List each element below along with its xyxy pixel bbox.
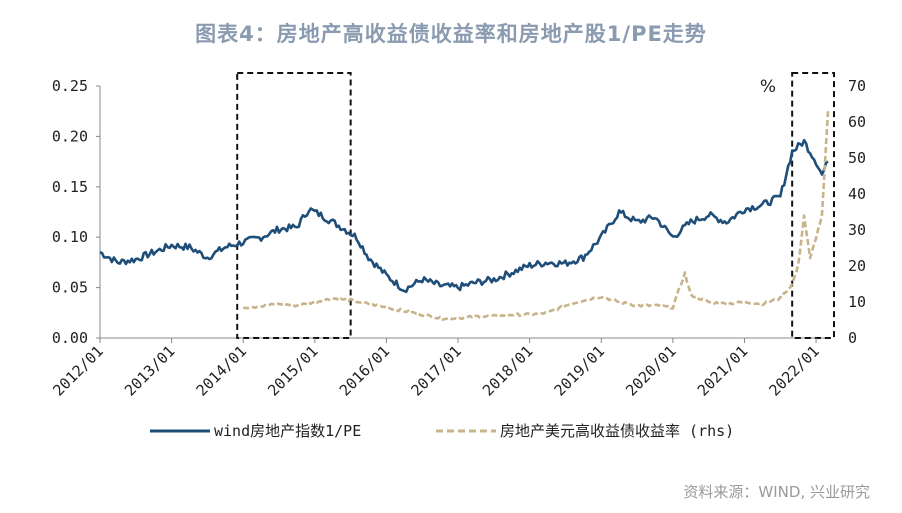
right-tick-label: 20 xyxy=(848,257,866,275)
left-tick-label: 0.00 xyxy=(52,329,88,347)
x-tick-label: 2021/01 xyxy=(694,342,751,399)
left-tick-label: 0.20 xyxy=(52,127,88,145)
right-tick-label: 30 xyxy=(848,221,866,239)
x-axis: 2012/01 2013/01 2014/01 2015/01 2016/01 2017/… xyxy=(49,338,823,400)
series-pe-line xyxy=(99,138,829,294)
left-tick-label: 0.05 xyxy=(52,279,88,297)
right-tick-label: 70 xyxy=(848,77,866,95)
highlight-box xyxy=(791,72,836,339)
plot-frame xyxy=(99,86,830,339)
x-tick-label: 2014/01 xyxy=(193,342,250,399)
right-tick-label: 40 xyxy=(848,185,866,203)
left-tick-label: 0.15 xyxy=(52,178,88,196)
x-tick-label: 2015/01 xyxy=(264,342,321,399)
right-axis-unit: % xyxy=(760,77,776,97)
x-tick-label: 2013/01 xyxy=(121,342,178,399)
right-tick-label: 10 xyxy=(848,293,866,311)
series-bond-yield-line xyxy=(242,111,830,321)
highlight-box xyxy=(236,72,352,339)
source-note: 资料来源：WIND, 兴业研究 xyxy=(683,483,870,501)
x-tick-label: 2020/01 xyxy=(622,342,679,399)
right-tick-label: 0 xyxy=(848,329,857,347)
legend-label-pe: wind房地产指数1/PE xyxy=(214,422,361,440)
series-lines xyxy=(99,111,830,321)
right-y-axis: 0 10 20 30 40 50 60 70% xyxy=(760,77,866,347)
right-tick-label: 50 xyxy=(848,149,866,167)
x-tick-label: 2019/01 xyxy=(551,342,608,399)
x-tick-label: 2012/01 xyxy=(49,342,106,399)
x-tick-label: 2022/01 xyxy=(765,342,822,399)
x-tick-label: 2017/01 xyxy=(407,342,464,399)
left-tick-label: 0.25 xyxy=(52,77,88,95)
chart-title: 图表4：房地产高收益债收益率和房地产股1/PE走势 xyxy=(195,22,707,46)
legend: wind房地产指数1/PE 房地产美元高收益债收益率 (rhs) xyxy=(150,422,734,440)
right-tick-label: 60 xyxy=(848,113,866,131)
x-tick-label: 2016/01 xyxy=(336,342,393,399)
legend-label-bond: 房地产美元高收益债收益率 (rhs) xyxy=(500,422,734,440)
left-y-axis: 0.00 0.05 0.10 0.15 0.20 0.25 xyxy=(52,77,100,347)
highlight-boxes xyxy=(236,72,836,339)
x-tick-label: 2018/01 xyxy=(479,342,536,399)
left-tick-label: 0.10 xyxy=(52,228,88,246)
